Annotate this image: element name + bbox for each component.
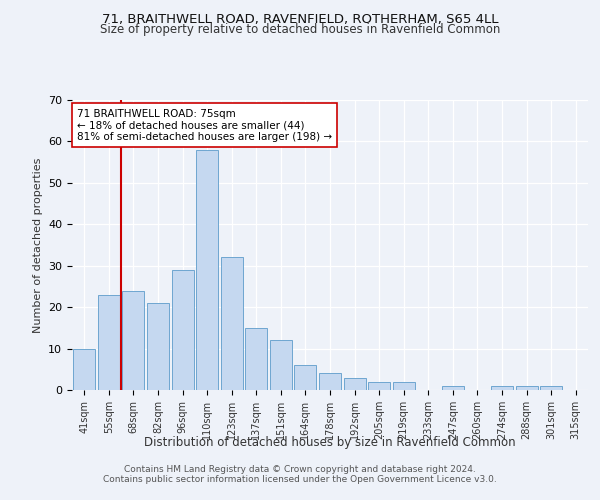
Y-axis label: Number of detached properties: Number of detached properties	[32, 158, 43, 332]
Bar	[515, 386, 538, 390]
Bar	[392, 382, 415, 390]
Text: Contains public sector information licensed under the Open Government Licence v3: Contains public sector information licen…	[103, 474, 497, 484]
Text: 71 BRAITHWELL ROAD: 75sqm
← 18% of detached houses are smaller (44)
81% of semi-: 71 BRAITHWELL ROAD: 75sqm ← 18% of detac…	[77, 108, 332, 142]
Bar	[73, 348, 95, 390]
Bar	[540, 386, 562, 390]
Bar	[147, 303, 169, 390]
Bar	[319, 374, 341, 390]
Bar	[368, 382, 390, 390]
Text: Distribution of detached houses by size in Ravenfield Common: Distribution of detached houses by size …	[144, 436, 516, 449]
Text: Contains HM Land Registry data © Crown copyright and database right 2024.: Contains HM Land Registry data © Crown c…	[124, 466, 476, 474]
Bar	[98, 294, 120, 390]
Bar	[344, 378, 365, 390]
Bar	[491, 386, 513, 390]
Bar	[221, 258, 243, 390]
Bar	[442, 386, 464, 390]
Bar	[270, 340, 292, 390]
Bar	[295, 365, 316, 390]
Bar	[196, 150, 218, 390]
Bar	[245, 328, 268, 390]
Bar	[122, 290, 145, 390]
Text: Size of property relative to detached houses in Ravenfield Common: Size of property relative to detached ho…	[100, 22, 500, 36]
Bar	[172, 270, 194, 390]
Text: 71, BRAITHWELL ROAD, RAVENFIELD, ROTHERHAM, S65 4LL: 71, BRAITHWELL ROAD, RAVENFIELD, ROTHERH…	[102, 12, 498, 26]
